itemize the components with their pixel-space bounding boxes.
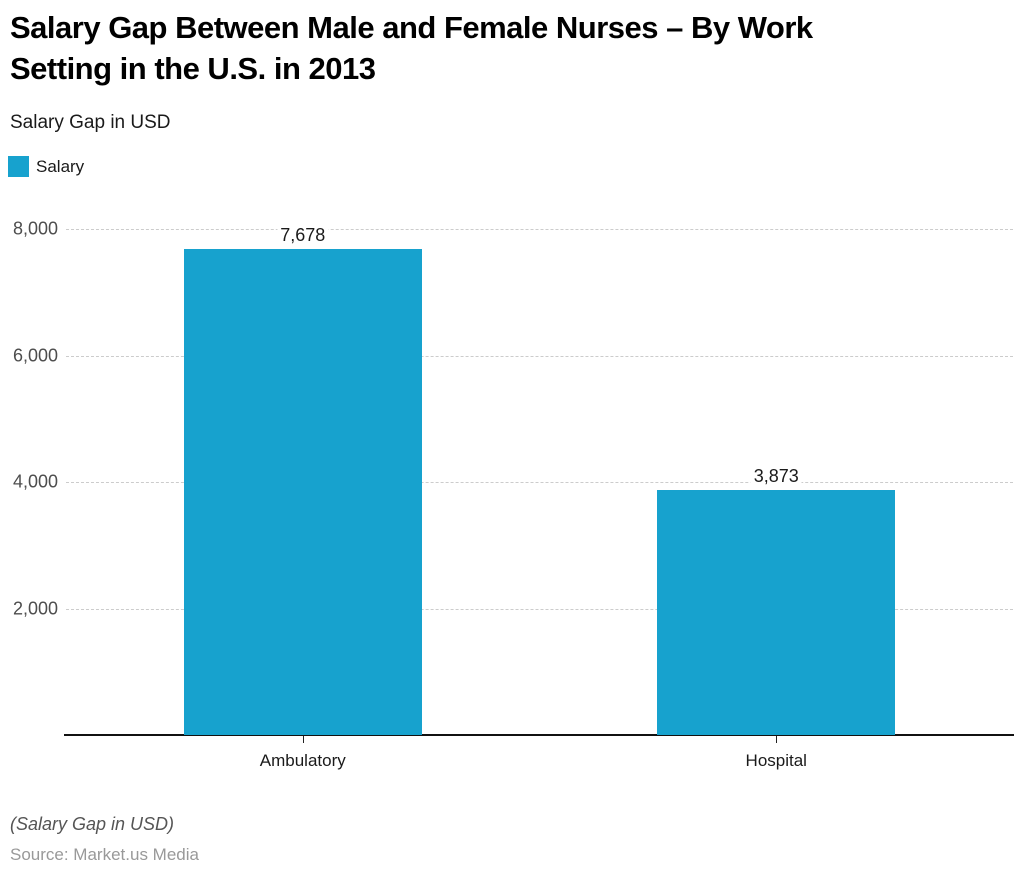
footer-source: Source: Market.us Media (10, 845, 199, 864)
bar-value-label: 7,678 (277, 225, 329, 247)
gridline (66, 608, 1013, 610)
chart-title: Salary Gap Between Male and Female Nurse… (10, 10, 813, 86)
bar-hospital (657, 490, 896, 735)
bar-chart: 2,000 4,000 6,000 8,000 7,678 Ambulatory 3,873… (0, 219, 1024, 789)
y-axis-label: 4,000 (12, 471, 58, 492)
legend-swatch-icon (8, 156, 29, 177)
legend-label: Salary (36, 156, 85, 176)
x-axis-tick (776, 736, 778, 743)
y-axis-label: 2,000 (12, 598, 58, 618)
gridline (66, 482, 1013, 483)
bar-value-label: 3,873 (750, 466, 802, 488)
x-axis-line (64, 734, 1014, 736)
x-axis-tick (302, 736, 304, 743)
chart-subtitle: Salary Gap in USD (10, 112, 171, 133)
x-axis-label: Hospital (745, 751, 807, 770)
footer-note: (Salary Gap in USD) (10, 814, 175, 834)
gridline (66, 229, 1013, 230)
y-axis-label: 6,000 (12, 345, 58, 365)
x-axis-label: Ambulatory (259, 751, 346, 770)
gridline (66, 355, 1013, 357)
y-axis-label: 8,000 (12, 218, 58, 239)
legend: Salary (8, 156, 84, 177)
bar-ambulatory (183, 249, 422, 735)
plot-area (66, 229, 1013, 735)
